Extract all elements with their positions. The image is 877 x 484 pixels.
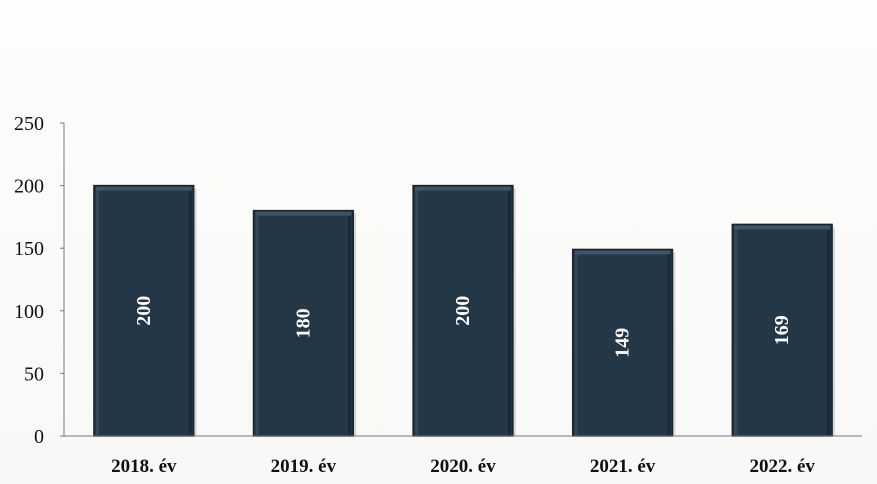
x-category-label: 2019. év [271, 456, 337, 477]
bar-group: 180 [252, 209, 357, 437]
x-category-label: 2018. év [111, 456, 177, 477]
y-tick-label: 250 [14, 113, 44, 135]
bar-bevel [415, 186, 511, 191]
x-category-label: 2022. év [749, 456, 815, 477]
bar-edge-left [574, 254, 578, 435]
bar-group: 149 [571, 248, 676, 437]
bar-edge-left [415, 190, 419, 435]
x-axis: 2018. év 2019. év 2020. év 2021. év 2022. év [64, 435, 862, 477]
bar-data-label: 180 [292, 308, 314, 338]
bar-data-label: 149 [612, 328, 634, 358]
x-category-label: 2021. év [590, 456, 656, 477]
bar [93, 184, 195, 437]
bar-edge-left [734, 229, 738, 435]
bar-group: 169 [731, 223, 836, 437]
bar-edge-right [827, 229, 831, 435]
y-tick-label: 200 [14, 176, 44, 198]
bar [731, 223, 833, 437]
y-tick-label: 100 [14, 301, 44, 323]
y-tick-label: 50 [24, 363, 44, 385]
bar-data-label: 169 [771, 315, 793, 345]
y-tick-label: 150 [14, 238, 44, 260]
bar [252, 209, 355, 437]
bars: 200 180 200 149 169 [93, 184, 836, 437]
bar-edge-right [188, 190, 192, 435]
bar-edge-left [95, 190, 99, 435]
bar-bevel [255, 211, 352, 216]
bar-bevel [574, 250, 671, 255]
bar-edge-right [507, 190, 511, 435]
bar-edge-left [255, 215, 259, 435]
bar-group: 200 [93, 184, 197, 437]
bar-edge-right [348, 215, 352, 435]
bar [571, 248, 674, 437]
bar-edge-right [667, 254, 671, 435]
bar-data-label: 200 [133, 296, 155, 326]
bar-group: 200 [412, 184, 516, 437]
bar-bevel [734, 225, 831, 230]
bar-bevel [95, 186, 192, 191]
y-axis: 0 50 100 150 200 250 [14, 113, 65, 448]
x-category-label: 2020. év [430, 456, 496, 477]
bar-data-label: 200 [452, 296, 474, 326]
y-tick-label: 0 [34, 426, 44, 448]
